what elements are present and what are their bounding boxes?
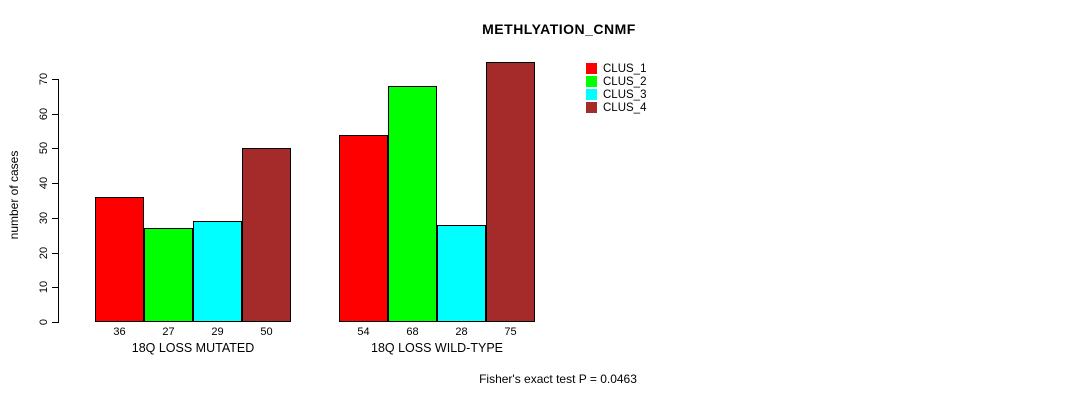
y-tick-50 [52,148,58,150]
y-tick-label-30: 30 [38,211,50,224]
y-tick-label-20: 20 [38,246,50,259]
bar-clus_4-group1 [242,148,291,322]
bar-value-clus_3-group2: 28 [455,326,468,338]
legend-label-clus_4: CLUS_4 [603,101,647,114]
bar-clus_3-group1 [193,221,242,322]
y-tick-60 [52,113,58,115]
y-tick-label-50: 50 [38,142,50,155]
legend: CLUS_1 CLUS_2 CLUS_3 CLUS_4 [586,62,646,114]
bar-value-clus_4-group2: 75 [504,326,517,338]
legend-row-clus_2: CLUS_2 [586,75,646,88]
bar-value-clus_4-group1: 50 [260,326,273,338]
y-tick-label-10: 10 [38,281,50,294]
bar-clus_2-group2 [388,86,437,322]
legend-swatch-clus_4 [586,102,597,113]
legend-label-clus_1: CLUS_1 [603,62,647,75]
y-tick-70 [52,79,58,80]
bar-value-clus_1-group2: 54 [357,326,370,338]
bar-value-clus_1-group1: 36 [113,326,126,338]
chart-title: METHLYATION_CNMF [482,21,636,37]
legend-swatch-clus_1 [586,63,597,74]
legend-swatch-clus_2 [586,76,597,87]
bar-clus_3-group2 [437,225,486,322]
bar-clus_1-group2 [339,135,388,322]
bar-clus_4-group2 [486,62,535,322]
group-label-2: 18Q LOSS WILD-TYPE [371,341,503,355]
legend-row-clus_1: CLUS_1 [586,62,646,75]
legend-row-clus_3: CLUS_3 [586,88,646,101]
y-tick-40 [52,183,58,185]
y-tick-label-60: 60 [38,107,50,120]
y-tick-label-70: 70 [38,72,50,86]
y-tick-20 [52,252,58,254]
legend-swatch-clus_3 [586,89,597,100]
legend-row-clus_4: CLUS_4 [586,101,646,114]
y-tick-30 [52,217,58,219]
bar-value-clus_3-group1: 29 [211,326,224,338]
y-axis-line [58,79,59,323]
bar-value-clus_2-group2: 68 [406,326,419,338]
legend-label-clus_3: CLUS_3 [603,88,647,101]
y-axis-title: number of cases [7,150,21,240]
y-tick-label-0: 0 [38,318,50,326]
y-tick-label-40: 40 [38,177,50,190]
bar-clus_2-group1 [144,228,193,322]
annotation-text: Fisher's exact test P = 0.0463 [479,372,637,386]
legend-label-clus_2: CLUS_2 [603,75,647,88]
bar-value-clus_2-group1: 27 [162,326,175,338]
group-label-1: 18Q LOSS MUTATED [131,341,255,355]
bar-clus_1-group1 [95,197,144,322]
y-tick-0 [52,322,58,323]
y-tick-10 [52,287,58,289]
